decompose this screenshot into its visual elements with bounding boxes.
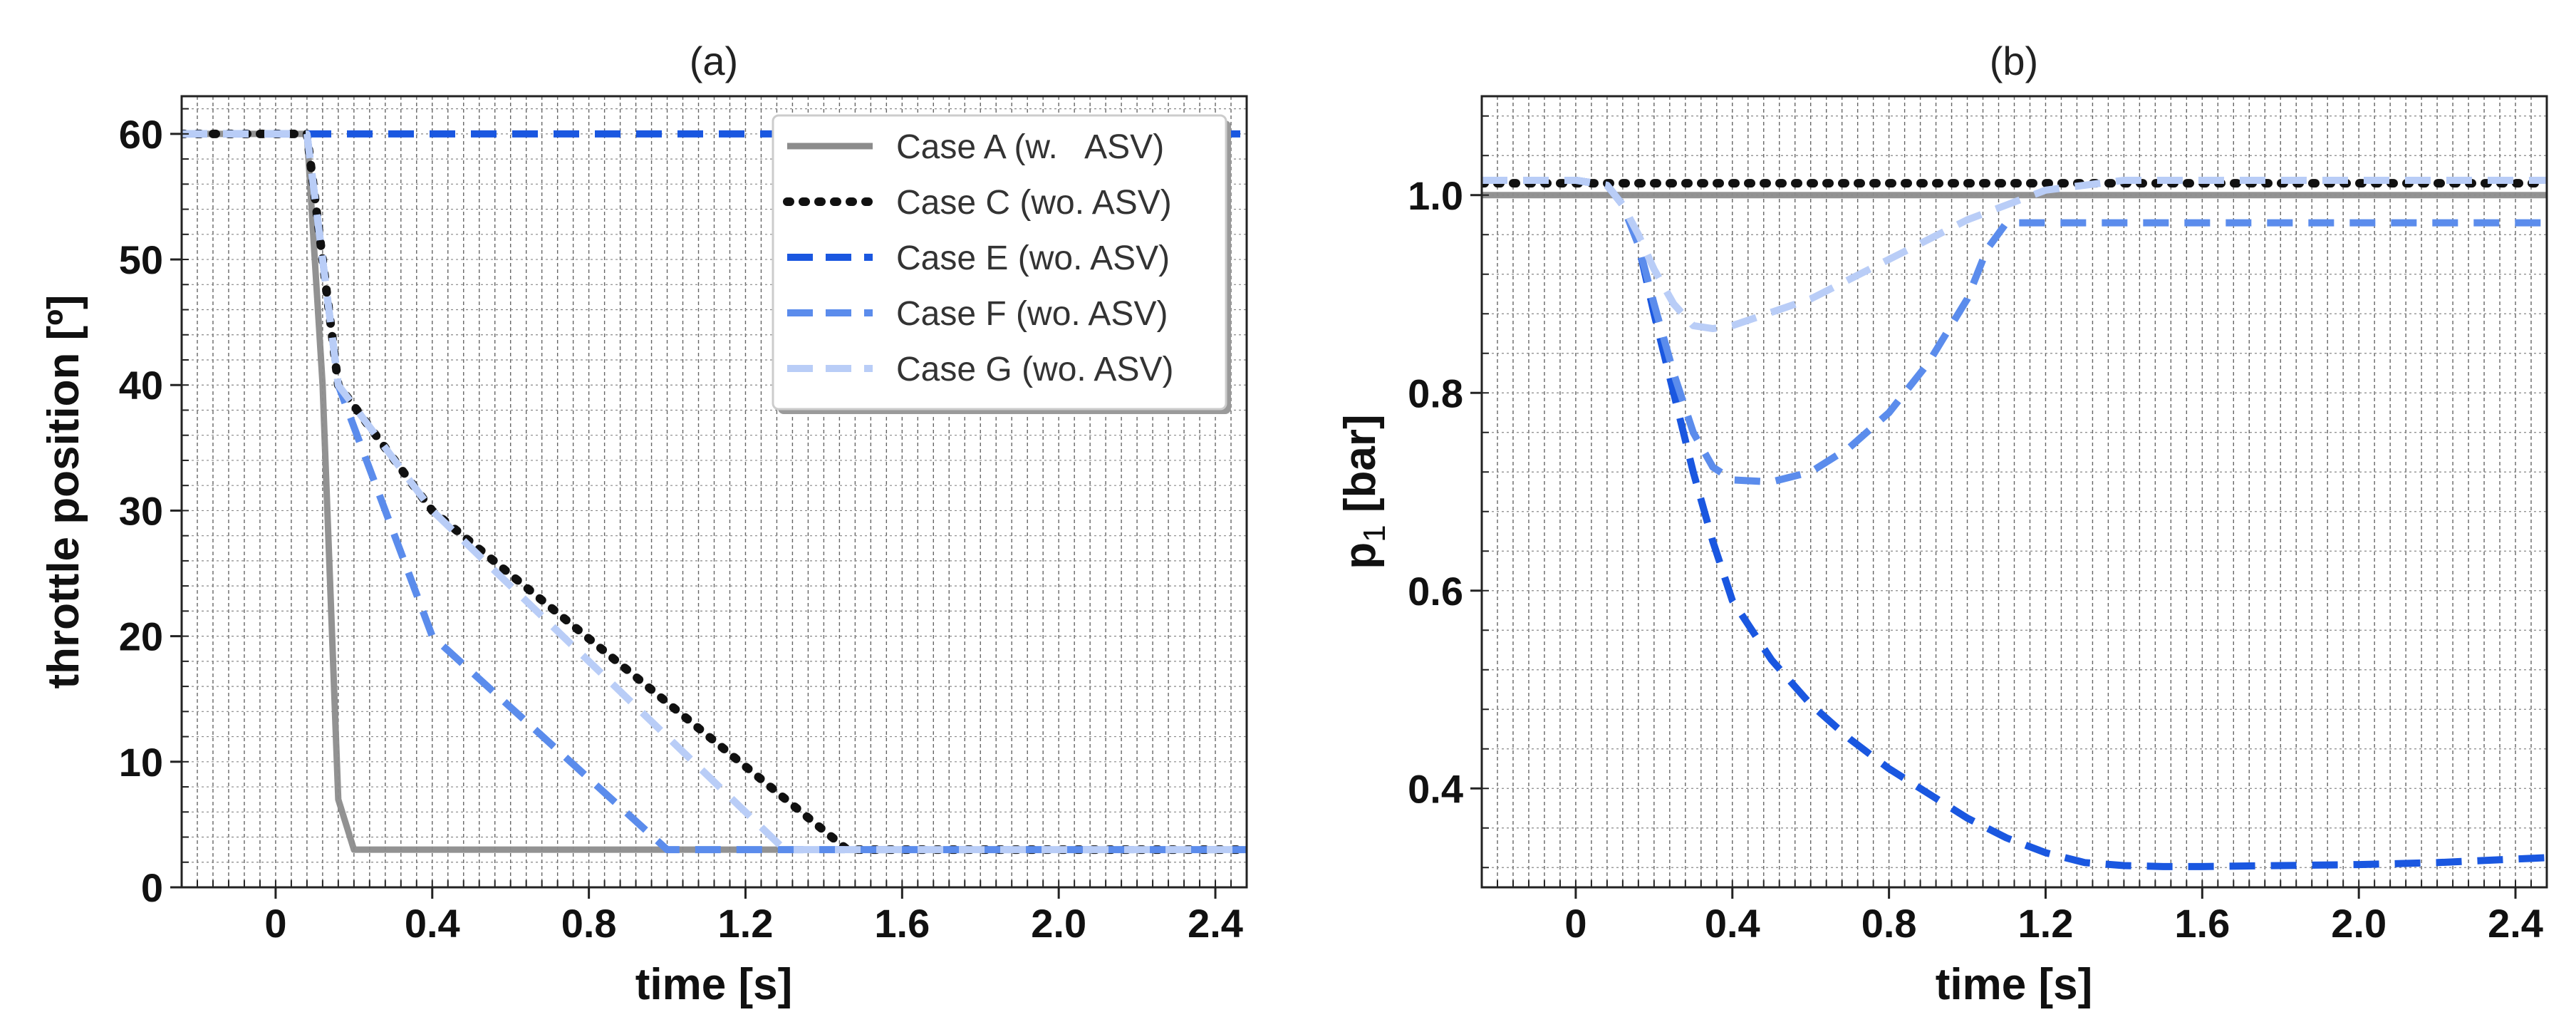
series-line-e [1482, 176, 2547, 870]
legend-label: Case C (wo. ASV) [896, 184, 1172, 222]
legend-items: Case A (w. ASV) Case C (wo. ASV) Case E (w… [783, 128, 1173, 388]
legend-label: Case E (wo. ASV) [896, 239, 1170, 277]
y-tick-label: 0.4 [1408, 766, 1463, 811]
x-tick-label: 2.4 [1188, 901, 1243, 946]
x-tick-label: 2.4 [2488, 901, 2543, 946]
legend: Case A (w. ASV) Case C (wo. ASV) Case E (w… [772, 114, 1231, 414]
chart-title-b: (b) [1990, 38, 2038, 83]
y-axis-label-a: throttle position [º] [39, 295, 88, 689]
legend-box [772, 114, 1227, 411]
y-tick-label: 0.6 [1408, 569, 1463, 614]
panel-b: 0 0.4 0.8 1.2 1.6 2.0 2.4 0.4 0.6 0.8 1.0 (b) time… [1336, 38, 2548, 1009]
y-tick-label: 0.8 [1408, 371, 1463, 416]
x-tick-label: 1.2 [718, 901, 774, 946]
y-axis-label-b: p1 [bar] [1336, 414, 1392, 569]
panel-a: 0 0.4 0.8 1.2 1.6 2.0 2.4 0 10 20 30 40 50 60 (a) tim… [39, 38, 1248, 1009]
series-line-f [1482, 176, 2547, 486]
y-tick-label: 1.0 [1408, 173, 1463, 218]
y-tick-label: 40 [119, 363, 163, 408]
x-tick-label: 1.6 [2174, 901, 2230, 946]
y-axis-label-b-main: p [1336, 542, 1385, 569]
legend-label: Case A (w. ASV) [896, 128, 1164, 166]
x-tick-label: 0.4 [405, 901, 460, 946]
x-axis-label-b: time [s] [1936, 960, 2092, 1009]
ticks-b: 0 0.4 0.8 1.2 1.6 2.0 2.4 0.4 0.6 0.8 1.0 [1408, 115, 2543, 946]
y-axis-label-b-unit: [bar] [1336, 414, 1385, 525]
y-tick-label: 10 [119, 740, 163, 785]
y-tick-label: 60 [119, 112, 163, 157]
series-line-g [182, 130, 1247, 854]
y-tick-label: 20 [119, 614, 163, 659]
x-axis-label-a: time [s] [635, 960, 792, 1009]
y-axis-label-b-subscript: 1 [1357, 525, 1392, 542]
x-tick-label: 1.6 [874, 901, 930, 946]
legend-label: Case G (wo. ASV) [896, 351, 1173, 388]
y-tick-label: 50 [119, 237, 163, 282]
x-tick-label: 1.2 [2018, 901, 2074, 946]
series-line-g [1482, 176, 2547, 333]
y-tick-label: 0 [141, 865, 163, 910]
ticks-a: 0 0.4 0.8 1.2 1.6 2.0 2.4 0 10 20 30 40 50 60 [119, 108, 1243, 946]
series-group-b [1482, 176, 2547, 870]
x-tick-label: 0 [1564, 901, 1586, 946]
y-tick-label: 30 [119, 488, 163, 533]
x-tick-label: 0.8 [1861, 901, 1917, 946]
x-tick-label: 0.4 [1705, 901, 1760, 946]
x-tick-label: 0 [264, 901, 286, 946]
x-tick-label: 2.0 [2331, 901, 2387, 946]
x-tick-label: 2.0 [1031, 901, 1086, 946]
chart-title-a: (a) [690, 38, 738, 83]
x-tick-label: 0.8 [561, 901, 617, 946]
legend-label: Case F (wo. ASV) [896, 295, 1168, 333]
